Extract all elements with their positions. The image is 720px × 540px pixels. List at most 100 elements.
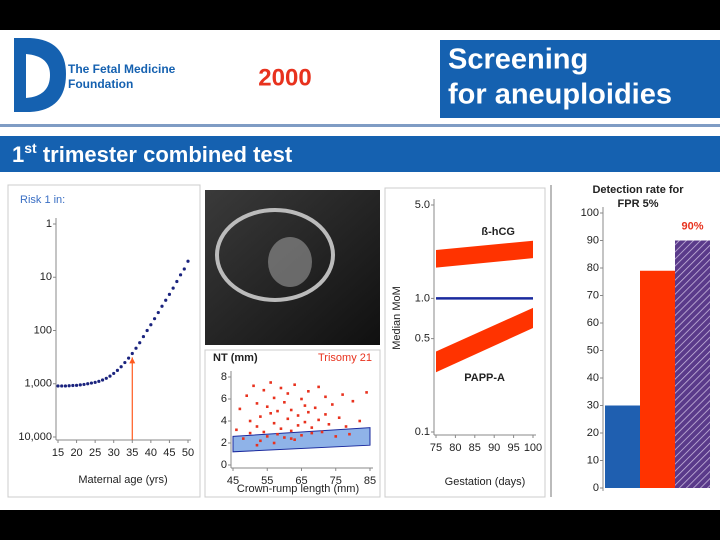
point bbox=[265, 405, 269, 408]
bottom-bar bbox=[0, 510, 720, 540]
ultrasound-detail bbox=[215, 208, 335, 302]
point bbox=[283, 401, 286, 404]
point bbox=[300, 434, 303, 437]
point bbox=[241, 437, 245, 440]
y-tick-label: 1,000 bbox=[24, 378, 52, 390]
point bbox=[97, 379, 101, 383]
subtitle-part: 1 bbox=[12, 142, 24, 167]
chart-title: FPR 5% bbox=[618, 198, 659, 210]
y-axis-label: Median MoM bbox=[391, 286, 403, 350]
point bbox=[289, 429, 293, 433]
point bbox=[164, 298, 168, 302]
y-tick-label: 20 bbox=[587, 427, 599, 439]
point bbox=[141, 334, 146, 339]
marker-arrow-head bbox=[129, 357, 136, 364]
y-tick-label: 0 bbox=[593, 482, 599, 494]
y-tick-label: 5.0 bbox=[415, 199, 430, 211]
point bbox=[262, 430, 266, 434]
point bbox=[255, 402, 259, 405]
point bbox=[296, 424, 300, 427]
point bbox=[89, 381, 94, 385]
point bbox=[160, 304, 164, 308]
x-tick-label: 85 bbox=[364, 475, 376, 487]
point bbox=[286, 392, 290, 395]
chart-title: Detection rate for bbox=[592, 184, 684, 196]
panel bbox=[384, 187, 546, 498]
point bbox=[255, 443, 259, 447]
point bbox=[296, 414, 300, 417]
point bbox=[289, 408, 293, 412]
title: Screening bbox=[448, 44, 588, 76]
point bbox=[272, 396, 276, 400]
point bbox=[86, 382, 90, 386]
series-label: PAPP-A bbox=[464, 372, 505, 384]
point bbox=[324, 395, 327, 399]
point bbox=[279, 427, 283, 430]
x-tick-label: 15 bbox=[52, 447, 64, 459]
y-tick-label: 0.5 bbox=[415, 333, 430, 345]
point bbox=[337, 416, 341, 419]
point bbox=[149, 323, 153, 327]
point bbox=[245, 394, 248, 397]
y-tick-label: 2 bbox=[221, 437, 227, 449]
point bbox=[138, 341, 142, 345]
value-label: 90% bbox=[681, 220, 703, 232]
point bbox=[276, 432, 279, 436]
x-tick-label: 40 bbox=[145, 447, 157, 459]
point bbox=[272, 421, 276, 425]
point bbox=[248, 431, 252, 435]
band bbox=[436, 240, 533, 268]
point bbox=[182, 267, 186, 271]
x-axis-label: Maternal age (yrs) bbox=[78, 474, 167, 486]
point bbox=[71, 383, 75, 388]
point bbox=[115, 368, 120, 372]
x-tick-label: 45 bbox=[163, 447, 175, 459]
x-tick-label: 75 bbox=[430, 442, 442, 454]
y-tick-label: 10 bbox=[40, 271, 52, 283]
y-tick-label: 60 bbox=[587, 317, 599, 329]
divider bbox=[0, 124, 720, 127]
point bbox=[276, 409, 279, 413]
point bbox=[286, 417, 290, 421]
point bbox=[255, 425, 259, 428]
y-tick-label: 10,000 bbox=[18, 431, 52, 443]
point bbox=[358, 419, 362, 423]
point bbox=[344, 425, 348, 428]
panel bbox=[7, 184, 201, 498]
subtitle-sup: st bbox=[24, 140, 37, 156]
y-axis-label: Risk 1 in: bbox=[20, 194, 65, 206]
point bbox=[252, 384, 255, 388]
point bbox=[156, 310, 160, 315]
point bbox=[331, 403, 334, 406]
bar bbox=[640, 270, 675, 488]
point bbox=[235, 428, 238, 432]
y-tick-label: 100 bbox=[34, 324, 52, 336]
point bbox=[303, 404, 307, 407]
point bbox=[108, 374, 112, 378]
point bbox=[248, 419, 252, 423]
point bbox=[67, 384, 71, 388]
x-tick-label: 100 bbox=[524, 442, 542, 454]
y-tick-label: 50 bbox=[587, 344, 599, 356]
point bbox=[351, 399, 355, 403]
point bbox=[112, 371, 116, 376]
point bbox=[334, 435, 338, 438]
point bbox=[171, 286, 175, 290]
y-tick-label: 40 bbox=[587, 372, 599, 384]
point bbox=[259, 415, 262, 418]
point bbox=[324, 413, 327, 416]
x-tick-label: 30 bbox=[108, 447, 120, 459]
x-tick-label: 35 bbox=[126, 447, 138, 459]
point bbox=[145, 328, 149, 333]
point bbox=[56, 384, 60, 388]
point bbox=[167, 292, 172, 297]
point bbox=[293, 438, 296, 441]
y-tick-label: 30 bbox=[587, 399, 599, 411]
title: for aneuploidies bbox=[448, 79, 672, 111]
point bbox=[74, 383, 79, 387]
point bbox=[104, 376, 108, 380]
point bbox=[269, 381, 272, 384]
x-tick-label: 50 bbox=[182, 447, 194, 459]
point bbox=[348, 432, 351, 436]
point bbox=[259, 439, 262, 443]
